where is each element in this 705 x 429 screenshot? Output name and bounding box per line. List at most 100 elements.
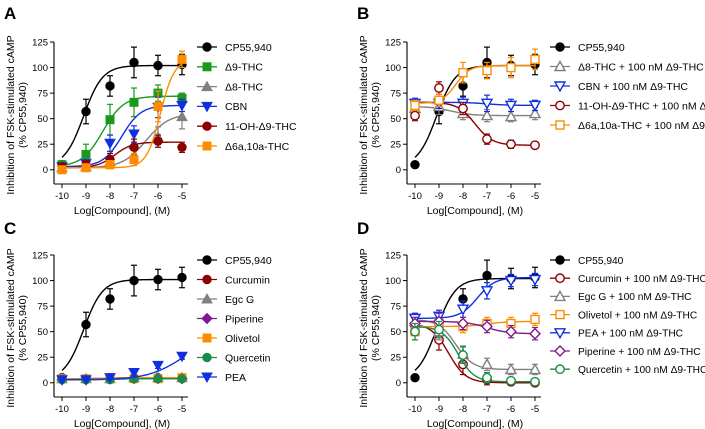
data-point bbox=[457, 317, 469, 330]
fit-curve bbox=[414, 326, 535, 383]
x-tick-label: -5 bbox=[531, 191, 539, 202]
legend-marker bbox=[202, 352, 212, 363]
legend-label: Δ9-THC bbox=[225, 62, 263, 74]
data-point bbox=[410, 110, 420, 121]
legend-marker bbox=[201, 312, 213, 325]
data-point bbox=[152, 360, 164, 372]
fit-curve bbox=[61, 278, 182, 371]
series-5 bbox=[57, 50, 187, 175]
data-point bbox=[458, 350, 468, 361]
series-6 bbox=[56, 351, 188, 386]
legend-marker bbox=[553, 60, 567, 72]
x-tick-label: -7 bbox=[483, 191, 491, 202]
x-tick-label: -8 bbox=[106, 191, 114, 202]
x-tick-label: -7 bbox=[130, 404, 138, 415]
data-point bbox=[153, 60, 163, 71]
legend-marker bbox=[554, 345, 566, 357]
data-point bbox=[530, 54, 540, 65]
legend-entry: CBN + 100 nM Δ9-THC bbox=[550, 81, 688, 93]
data-point bbox=[481, 320, 493, 333]
data-point bbox=[528, 274, 542, 286]
legend-marker bbox=[202, 274, 212, 285]
legend-label: PEA + 100 nM Δ9-THC bbox=[578, 329, 683, 340]
data-point bbox=[528, 100, 542, 112]
legend-marker bbox=[202, 141, 212, 151]
data-point bbox=[528, 363, 542, 375]
x-tick-label: -8 bbox=[106, 404, 114, 415]
legend-label: CP55,940 bbox=[225, 42, 272, 54]
x-tick-label: -6 bbox=[507, 191, 515, 202]
y-tick-label: 25 bbox=[390, 140, 401, 151]
data-point bbox=[56, 375, 68, 386]
data-point bbox=[129, 57, 139, 68]
data-point bbox=[482, 65, 492, 76]
y-tick-label: 25 bbox=[390, 353, 401, 364]
legend-entry: Piperine bbox=[197, 312, 264, 325]
y-tick-label: 0 bbox=[396, 378, 401, 389]
legend-entry: PEA bbox=[197, 372, 246, 384]
legend-label: Egc G + 100 nM Δ9-THC bbox=[578, 292, 692, 303]
legend-entry: 11-OH-Δ9-THC bbox=[197, 121, 297, 133]
legend: CP55,940 Curcumin Egc G Piperine Olivetol Que… bbox=[197, 255, 272, 384]
y-tick-label: 50 bbox=[390, 114, 401, 125]
legend: CP55,940 Δ9-THC Δ8-THC CBN 11-OH-Δ9-THC Δ6a,1… bbox=[197, 42, 297, 153]
data-point bbox=[504, 363, 518, 375]
data-point bbox=[177, 373, 187, 384]
legend-marker bbox=[202, 62, 212, 72]
data-point bbox=[81, 319, 91, 330]
legend: CP55,940 Δ8-THC + 100 nM Δ9-THC CBN + 100 … bbox=[550, 42, 705, 132]
data-point bbox=[128, 368, 140, 379]
x-axis-label: Log[Compound], (M) bbox=[74, 205, 170, 217]
legend-label: Curcumin bbox=[225, 274, 270, 286]
fit-curve bbox=[414, 105, 535, 117]
legend-label: CP55,940 bbox=[578, 256, 624, 267]
y-tick-label: 50 bbox=[37, 327, 48, 338]
legend-label: Δ8-THC bbox=[225, 81, 263, 93]
data-point bbox=[129, 142, 139, 152]
series-6 bbox=[410, 320, 540, 387]
legend-entry: CBN bbox=[197, 101, 247, 113]
data-point bbox=[528, 107, 542, 119]
chart-panel-b: B Inhibition of FSK-stimulated cAMP (% CP5… bbox=[357, 4, 705, 217]
chart-panel-a: A Inhibition of FSK-stimulated cAMP (% CP5… bbox=[4, 4, 297, 217]
legend-entry: Egc G bbox=[197, 292, 254, 306]
x-tick-label: -5 bbox=[178, 404, 186, 415]
legend-label: Piperine bbox=[225, 313, 264, 325]
data-point bbox=[153, 274, 163, 285]
data-point bbox=[480, 286, 494, 298]
legend-entry: Olivetol bbox=[197, 333, 260, 345]
data-point bbox=[176, 351, 188, 363]
legend-marker bbox=[202, 333, 212, 343]
legend-entry: Δ9-THC bbox=[197, 62, 263, 74]
data-point bbox=[410, 326, 420, 337]
panel-letter: C bbox=[4, 219, 16, 238]
data-point bbox=[434, 83, 444, 93]
legend-label: Olivetol + 100 nM Δ9-THC bbox=[578, 310, 697, 321]
legend-marker bbox=[553, 81, 567, 93]
legend-marker bbox=[553, 328, 567, 340]
legend-entry: Δ8-THC + 100 nM Δ9-THC bbox=[550, 60, 704, 73]
data-point bbox=[458, 103, 468, 114]
data-point bbox=[530, 376, 540, 387]
y-axis-label: Inhibition of FSK-stimulated cAMP bbox=[358, 248, 370, 407]
data-point bbox=[530, 140, 540, 151]
data-point bbox=[480, 357, 494, 370]
legend-label: CP55,940 bbox=[225, 255, 272, 267]
data-point bbox=[410, 100, 420, 111]
data-point bbox=[505, 325, 517, 338]
legend-marker bbox=[555, 120, 565, 130]
y-tick-label: 75 bbox=[37, 301, 48, 312]
chart-panel-d: D Inhibition of FSK-stimulated cAMP (% CP5… bbox=[357, 219, 705, 429]
data-point bbox=[105, 160, 115, 170]
x-tick-label: -7 bbox=[130, 191, 138, 202]
x-axis-label: Log[Compound], (M) bbox=[427, 205, 523, 217]
legend-label: 11-OH-Δ9-THC + 100 nM Δ9-THC bbox=[578, 100, 705, 112]
data-point bbox=[456, 304, 470, 316]
y-axis-label: Inhibition of FSK-stimulated cAMP bbox=[358, 35, 370, 194]
x-tick-label: -6 bbox=[154, 404, 162, 415]
x-tick-label: -5 bbox=[531, 404, 539, 415]
data-point bbox=[529, 327, 541, 340]
data-point bbox=[104, 373, 116, 384]
x-tick-label: -6 bbox=[154, 191, 162, 202]
data-point bbox=[504, 100, 518, 112]
